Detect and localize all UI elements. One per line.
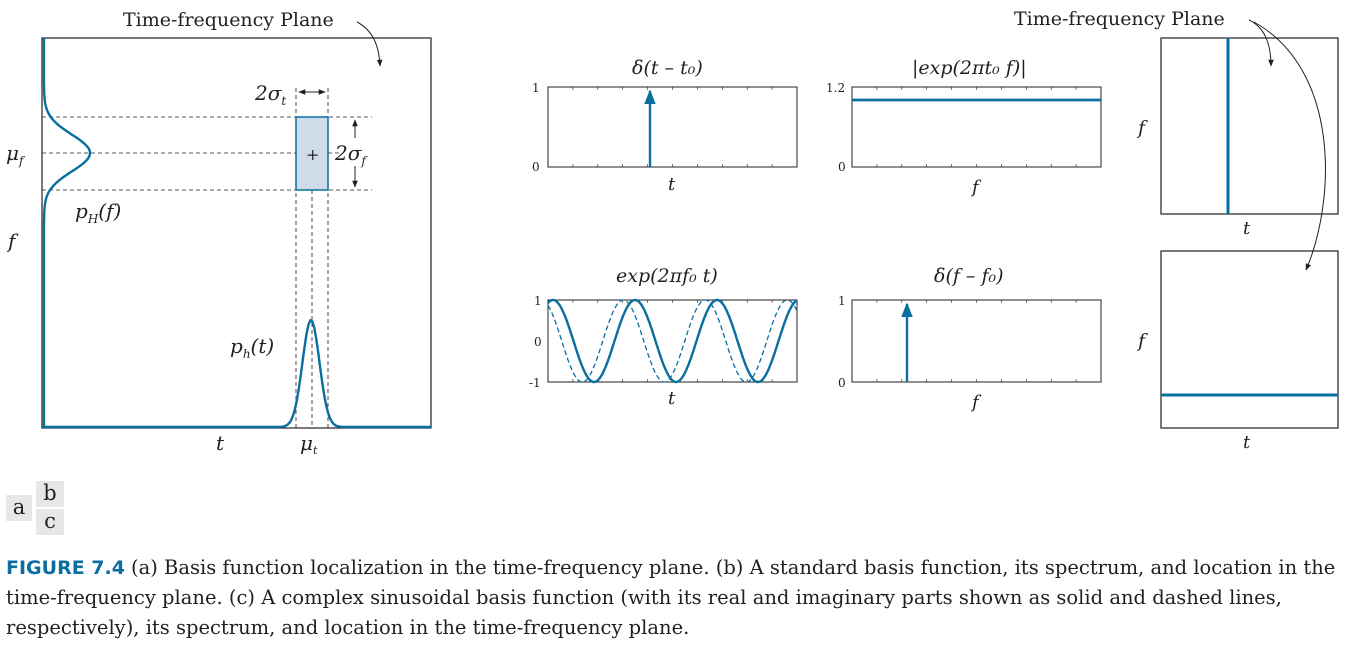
tf-bottom-xlabel: t: [1243, 432, 1251, 453]
plot-c2-title: δ(f – f₀): [934, 265, 1004, 287]
panel-c-time-frequency-plane: f t: [1136, 250, 1339, 453]
plot-c1-title: exp(2πf₀ t): [616, 265, 718, 287]
plot-c1-tick-0: 0: [534, 335, 542, 349]
tf-bottom-ylabel: f: [1136, 330, 1148, 352]
panel-b-plot-magnitude-spectrum: |exp(2πt₀ f)| f 1.2 0: [826, 57, 1102, 198]
plot-c1-tick-neg1: -1: [529, 376, 541, 390]
tf-arrow-to-bottom: [1253, 21, 1326, 271]
panel-a-axis-t: t: [216, 431, 225, 455]
tf-bottom-frame: [1160, 250, 1339, 429]
pH-label: pH(f): [75, 199, 121, 226]
ph-label: ph(t): [230, 334, 274, 361]
panel-c-plot-complex-sinusoid: exp(2πf₀ t) t 1 0 -1: [529, 265, 798, 409]
panel-letter-a: a: [6, 495, 32, 521]
sinusoid-real-part: [547, 298, 798, 384]
panel-a-title: Time-frequency Plane: [123, 9, 334, 31]
plot-c2-xlabel: f: [970, 392, 982, 413]
sinusoid-imag-part: [547, 299, 798, 383]
plot-b1-tick-0: 0: [532, 160, 540, 174]
plot-b2-tick-1-2: 1.2: [826, 81, 845, 95]
panel-a-frame: [41, 37, 432, 429]
sigma-f-label: 2σf: [334, 141, 368, 168]
tf-top-ylabel: f: [1136, 117, 1148, 139]
mu-f-label: μf: [6, 141, 26, 168]
plot-b1-title: δ(t – t₀): [632, 57, 703, 79]
plot-c2-frame: [851, 299, 1102, 383]
plot-c2-tick-1: 1: [838, 294, 846, 308]
panel-a-time-frequency-plot: Time-frequency Plane + 2σt 2σf μf pH(f) …: [6, 9, 432, 457]
tf-arrow-to-top: [1248, 19, 1274, 67]
figure-7-4: Time-frequency Plane + 2σt 2σf μf pH(f) …: [6, 8, 1339, 457]
panel-letter-key: a b c: [6, 481, 66, 537]
frequency-gaussian-curve: [42, 38, 92, 428]
panel-b-plot-impulse-time: δ(t – t₀) t 1 0: [532, 57, 798, 195]
plot-b1-xlabel: t: [668, 174, 676, 195]
plot-b2-tick-0: 0: [838, 160, 846, 174]
caption-label: FIGURE 7.4: [6, 557, 125, 579]
panel-letter-c: c: [36, 509, 64, 535]
center-plus: +: [306, 145, 319, 164]
plot-c2-tick-0: 0: [838, 376, 846, 390]
plot-c1-frame: [547, 299, 798, 383]
panel-a-axis-f: f: [6, 229, 19, 253]
tf-top-xlabel: t: [1243, 218, 1251, 239]
plot-b1-frame: [547, 86, 798, 168]
mu-t-label: μt: [300, 431, 318, 457]
caption-text: (a) Basis function localization in the t…: [6, 556, 1336, 639]
figure-caption: FIGURE 7.4 (a) Basis function localizatio…: [6, 553, 1348, 643]
panel-letter-b: b: [36, 481, 64, 507]
plot-c1-xlabel: t: [668, 388, 676, 409]
panel-a-title-arrow: [356, 21, 383, 67]
plot-b2-xlabel: f: [970, 177, 982, 198]
tf-top-frame: [1160, 37, 1339, 215]
sigma-t-label: 2σt: [254, 81, 286, 108]
plot-c1-tick-1: 1: [534, 294, 542, 308]
panel-b-time-frequency-plane: Time-frequency Plane f t: [1014, 8, 1339, 271]
plot-b2-title: |exp(2πt₀ f)|: [912, 57, 1027, 79]
time-gaussian-curve: [42, 318, 431, 429]
localization-box: [295, 116, 329, 191]
plot-b1-tick-1: 1: [532, 81, 540, 95]
panel-c-plot-impulse-spectrum: δ(f – f₀) f 1 0: [838, 265, 1102, 413]
tf-plane-title: Time-frequency Plane: [1014, 8, 1225, 30]
